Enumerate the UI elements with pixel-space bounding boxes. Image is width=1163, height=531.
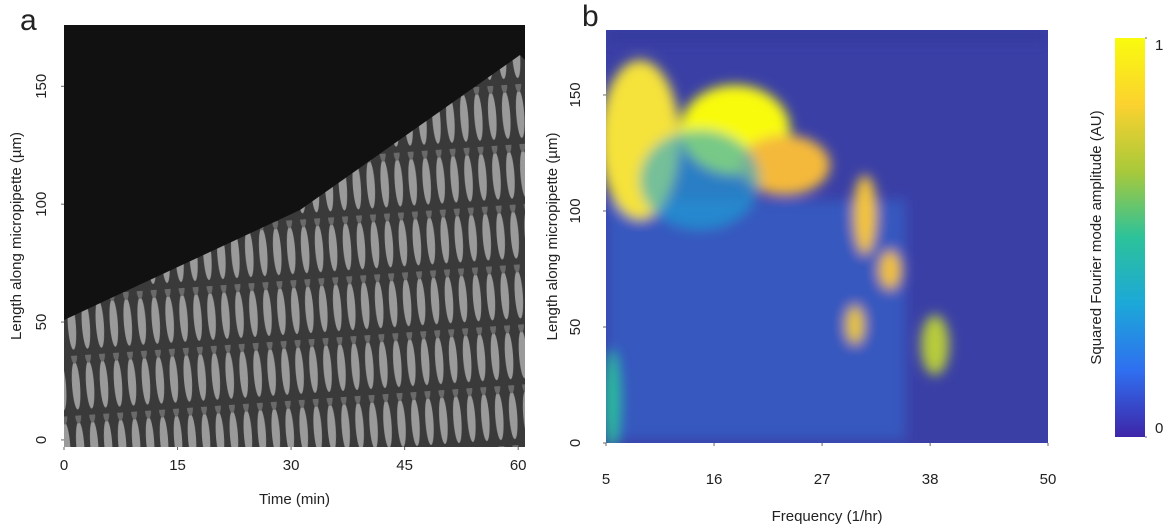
x-tick-label: 0 (60, 457, 68, 474)
y-tick-label: 0 (33, 436, 50, 444)
x-axis-label: Frequency (1/hr) (772, 508, 883, 525)
x-tick-label: 45 (396, 457, 413, 474)
x-tick-label: 60 (510, 457, 527, 474)
y-tick-label: 0 (567, 439, 584, 447)
y-tick-label: 100 (33, 192, 50, 217)
y-tick-label: 100 (567, 198, 584, 223)
x-tick-label: 38 (922, 471, 939, 488)
panel-label: a (20, 4, 37, 37)
image-a-content (64, 55, 525, 447)
y-axis-label: Length along micropipette (µm) (8, 132, 25, 340)
x-tick-label: 27 (814, 471, 831, 488)
x-tick-label: 15 (169, 457, 186, 474)
x-axis-label: Time (min) (259, 491, 330, 508)
x-tick-label: 16 (706, 471, 723, 488)
y-tick-label: 150 (567, 82, 584, 107)
y-tick-label: 50 (33, 314, 50, 331)
colorbar-label: Squared Fourier mode amplitude (AU) (1088, 110, 1105, 364)
y-tick-label: 50 (567, 319, 584, 336)
colorbar-tick-label: 0 (1155, 420, 1163, 437)
x-tick-label: 50 (1040, 471, 1057, 488)
colorbar (1115, 38, 1145, 437)
y-tick-label: 150 (33, 74, 50, 99)
image-b (606, 30, 1048, 443)
x-tick-label: 5 (602, 471, 610, 488)
colorbar-tick-label: 1 (1155, 37, 1163, 54)
panel-label: b (582, 0, 599, 33)
y-axis-label: Length along micropipette (µm) (544, 133, 561, 341)
x-tick-label: 30 (283, 457, 300, 474)
